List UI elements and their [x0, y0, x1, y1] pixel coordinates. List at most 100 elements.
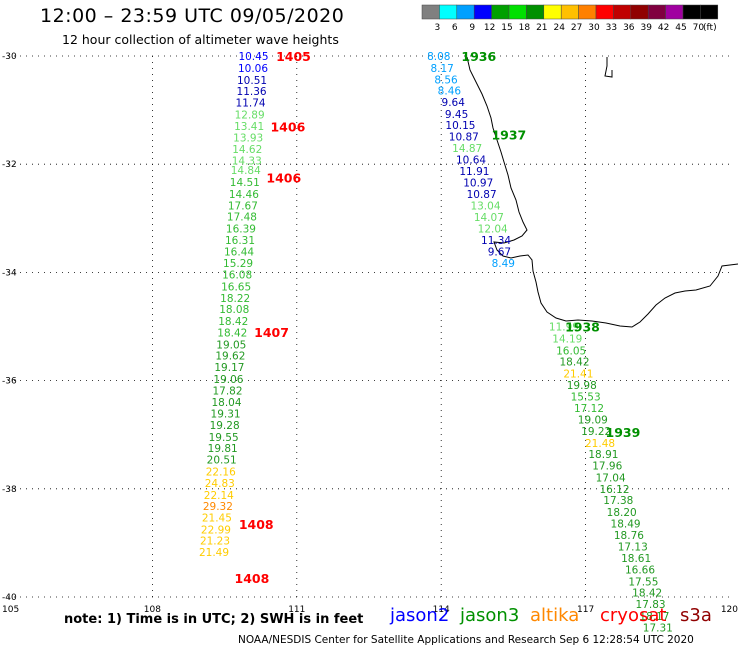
swh-value: 13.04	[470, 200, 500, 212]
lat-label: -32	[2, 160, 17, 170]
colorbar-swatch	[595, 4, 614, 20]
satellite-legend-s3a: s3a	[680, 605, 712, 626]
swh-value: 14.84	[231, 165, 261, 177]
swh-value: 11.74	[236, 98, 266, 110]
swh-value: 21.23	[200, 536, 230, 548]
track-time-label: 1936	[461, 49, 496, 64]
coastline-australia	[466, 56, 739, 328]
track-time-label: 1937	[491, 127, 526, 142]
swh-value: 8.56	[434, 74, 458, 86]
lon-label: 111	[288, 605, 305, 615]
colorbar-swatch	[473, 4, 492, 20]
swh-value: 8.49	[492, 258, 515, 270]
swh-value: 19.09	[578, 415, 608, 427]
axis-labels: -30 -32 -34 -36 -38 -40 105 108 111 114 117 120	[2, 52, 738, 615]
swh-value: 16.44	[224, 246, 254, 258]
swh-value: 17.38	[603, 495, 633, 507]
swh-value: 17.04	[596, 472, 626, 484]
swh-value: 17.12	[574, 403, 604, 415]
lon-label: 114	[433, 605, 450, 615]
satellite-legend-jason3: jason3	[460, 605, 520, 626]
swh-value: 18.22	[220, 293, 250, 305]
colorbar-swatch	[630, 4, 649, 20]
swh-value: 16.39	[226, 224, 256, 236]
swh-value: 10.06	[238, 63, 268, 75]
lat-lon-grid	[8, 55, 730, 598]
swh-value: 18.42	[632, 588, 662, 600]
track-time-label: 1408	[239, 517, 274, 532]
swh-value: 9.45	[445, 109, 468, 121]
swh-value: 19.98	[567, 380, 597, 392]
coastline-west	[466, 56, 739, 328]
lat-label: -38	[2, 485, 17, 495]
colorbar-swatch	[700, 4, 719, 20]
swh-value: 16.08	[222, 270, 252, 282]
swh-value: 13.41	[234, 121, 264, 133]
swh-value: 22.99	[201, 524, 231, 536]
colorbar-tick-label: 27	[571, 23, 582, 33]
swh-value: 16.65	[221, 281, 251, 293]
swh-value: 29.32	[203, 501, 233, 513]
swh-value: 17.82	[212, 385, 242, 397]
swh-value: 17.31	[643, 622, 673, 634]
colorbar-tick-label: 3	[435, 23, 441, 33]
swh-value: 19.62	[215, 351, 245, 363]
swh-value: 12.89	[235, 109, 265, 121]
colorbar-swatch	[456, 4, 475, 20]
altimeter-tracks: 10.4510.0610.5111.3611.7412.8913.4113.93…	[199, 49, 673, 634]
swh-value: 14.87	[452, 143, 482, 155]
map-subtitle: 12 hour collection of altimeter wave hei…	[62, 32, 339, 47]
lat-label: -30	[2, 52, 17, 62]
swh-value: 10.51	[237, 75, 267, 87]
colorbar-tick-label: 36	[623, 23, 635, 33]
swh-value: 18.61	[621, 553, 651, 565]
track-time-label: 1406	[270, 119, 305, 134]
swh-value: 15.53	[571, 391, 601, 403]
credit-footer: NOAA/NESDIS Center for Satellite Applica…	[238, 634, 694, 646]
swh-value: 8.08	[427, 51, 450, 63]
colorbar-tick-label: 18	[519, 23, 531, 33]
track-time-label: 1408	[235, 571, 270, 586]
colorbar-swatch	[491, 4, 510, 20]
colorbar-tick-label: 15	[501, 23, 512, 33]
colorbar-swatch	[613, 4, 632, 20]
track-time-label: 1939	[606, 425, 641, 440]
swh-value: 18.42	[218, 316, 248, 328]
swh-value: 22.14	[204, 490, 234, 502]
colorbar-swatch	[665, 4, 684, 20]
swh-value: 8.17	[430, 63, 453, 75]
swh-value: 18.20	[607, 507, 637, 519]
swh-value: 20.51	[207, 455, 237, 467]
colorbar-swatch	[543, 4, 562, 20]
colorbar-tick-label: 42	[658, 23, 669, 33]
swh-value: 21.48	[585, 438, 615, 450]
swh-value: 18.49	[611, 518, 641, 530]
colorbar-tick-label: 33	[606, 23, 617, 33]
swh-value: 19.05	[216, 339, 246, 351]
swh-value: 18.91	[588, 449, 618, 461]
colorbar-swatch	[578, 4, 597, 20]
colorbar-tick-label: 24	[553, 23, 565, 33]
swh-value: 10.87	[467, 189, 497, 201]
swh-value: 19.22	[581, 426, 611, 438]
colorbar-swatch	[421, 4, 440, 20]
swh-value: 15.29	[223, 258, 253, 270]
track-cryosat: 10.4510.0610.5111.3611.7412.8913.4113.93…	[199, 49, 311, 586]
swh-value: 14.46	[229, 189, 259, 201]
track-time-label: 1405	[276, 49, 311, 64]
swh-value: 16.66	[625, 564, 655, 576]
satellite-legend-jason2: jason2	[390, 605, 450, 626]
swh-value: 10.87	[449, 132, 479, 144]
swh-value: 14.62	[232, 144, 262, 156]
swh-value: 12.04	[478, 224, 508, 236]
swh-value: 16.12	[599, 484, 629, 496]
colorbar-swatch	[508, 4, 527, 20]
swh-value: 24.83	[205, 478, 235, 490]
swh-value: 19.06	[213, 374, 243, 386]
swh-value: 19.31	[211, 409, 241, 421]
colorbar-tick-label: 6	[452, 23, 458, 33]
colorbar-unit: (ft)	[703, 23, 717, 33]
swh-value: 18.76	[614, 530, 644, 542]
swh-value: 21.41	[563, 369, 593, 381]
